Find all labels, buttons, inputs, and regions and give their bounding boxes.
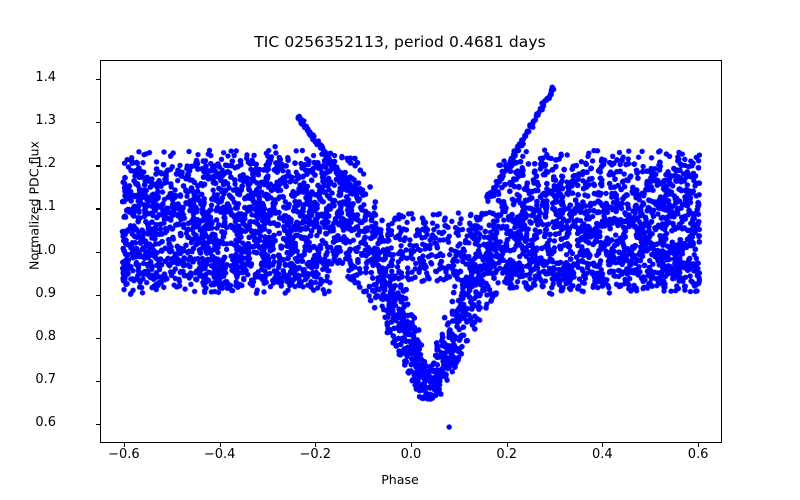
x-axis-label: Phase — [381, 472, 419, 487]
x-tick-label: −0.2 — [299, 447, 332, 462]
y-tick-label: 0.9 — [35, 285, 56, 301]
y-tick-mark — [96, 294, 100, 296]
y-tick-mark — [96, 337, 100, 339]
x-tick-label: −0.6 — [108, 447, 140, 462]
y-tick-mark — [96, 251, 100, 253]
x-tick-label: 0.6 — [687, 447, 709, 462]
y-tick-label: 0.8 — [35, 328, 56, 344]
y-tick-label: 1.3 — [35, 113, 56, 129]
y-tick-label: 0.6 — [35, 414, 56, 430]
x-tick-mark — [219, 443, 221, 447]
x-tick-label: 0.4 — [592, 447, 613, 462]
x-tick-mark — [602, 443, 604, 447]
x-tick-label: −0.4 — [203, 447, 236, 462]
x-tick-mark — [315, 443, 317, 447]
x-tick-mark — [411, 443, 413, 447]
y-tick-mark — [96, 208, 100, 210]
y-tick-mark — [96, 122, 100, 124]
x-tick-label: 0.2 — [496, 447, 518, 462]
y-tick-mark — [96, 423, 100, 425]
x-tick-mark — [698, 443, 700, 447]
x-tick-mark — [506, 443, 508, 447]
y-tick-label: 1.1 — [35, 199, 56, 215]
x-tick-label: 0.0 — [400, 447, 422, 462]
y-tick-label: 0.7 — [35, 371, 56, 387]
scatter-series-points — [101, 61, 721, 442]
y-tick-mark — [96, 380, 100, 382]
y-tick-label: 1.2 — [35, 156, 56, 172]
plot-area — [100, 60, 722, 443]
y-tick-mark — [96, 79, 100, 81]
y-tick-label: 1.4 — [35, 70, 56, 86]
x-tick-mark — [123, 443, 126, 447]
chart-title: TIC 0256352113, period 0.4681 days — [254, 33, 546, 51]
y-tick-label: 1.0 — [35, 242, 56, 258]
y-tick-mark — [96, 165, 100, 167]
